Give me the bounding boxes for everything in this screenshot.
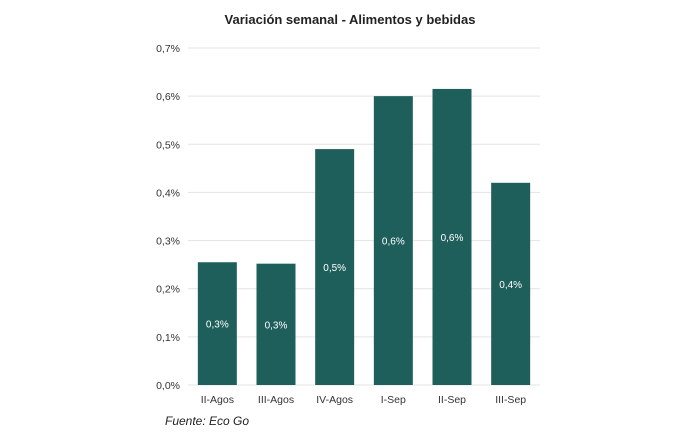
y-tick-label: 0,2%	[156, 284, 180, 296]
data-label: 0,3%	[265, 320, 288, 331]
y-tick-label: 0,4%	[156, 187, 180, 199]
bars	[197, 88, 531, 386]
bar-iv-agos	[315, 149, 355, 385]
bar-ii-sep	[432, 88, 472, 386]
y-tick-label: 0,3%	[156, 236, 180, 248]
x-category-label: II-Agos	[201, 394, 234, 406]
x-category-label: IV-Agos	[316, 394, 353, 406]
y-tick-label: 0,5%	[156, 139, 180, 151]
data-labels: 0,3% 0,3% 0,5% 0,6% 0,6% 0,4%	[206, 233, 522, 331]
bar-ii-agos	[197, 262, 237, 385]
data-label: 0,4%	[499, 280, 522, 291]
bar-iii-agos	[256, 263, 296, 385]
x-category-label: II-Sep	[438, 394, 466, 406]
x-axis-category-labels: II-Agos III-Agos IV-Agos I-Sep II-Sep III-Sep	[201, 394, 527, 406]
x-category-label: III-Agos	[258, 394, 294, 406]
x-category-label: I-Sep	[381, 394, 406, 406]
bar-i-sep	[373, 96, 413, 386]
data-label: 0,6%	[382, 237, 405, 248]
chart-title: Variación semanal - Alimentos y bebidas	[224, 12, 476, 27]
bar-iii-sep	[491, 182, 531, 385]
y-tick-label: 0,7%	[156, 43, 180, 55]
data-label: 0,5%	[323, 263, 346, 274]
data-label: 0,3%	[206, 320, 229, 331]
gridlines	[188, 47, 540, 386]
y-tick-label: 0,1%	[156, 332, 180, 344]
y-tick-label: 0,6%	[156, 91, 180, 103]
y-tick-label: 0,0%	[156, 380, 180, 392]
source-note: Fuente: Eco Go	[165, 414, 250, 428]
y-axis-tick-labels: 0,0% 0,1% 0,2% 0,3% 0,4% 0,5% 0,6% 0,7%	[156, 43, 180, 392]
x-category-label: III-Sep	[495, 394, 526, 406]
data-label: 0,6%	[441, 233, 464, 244]
